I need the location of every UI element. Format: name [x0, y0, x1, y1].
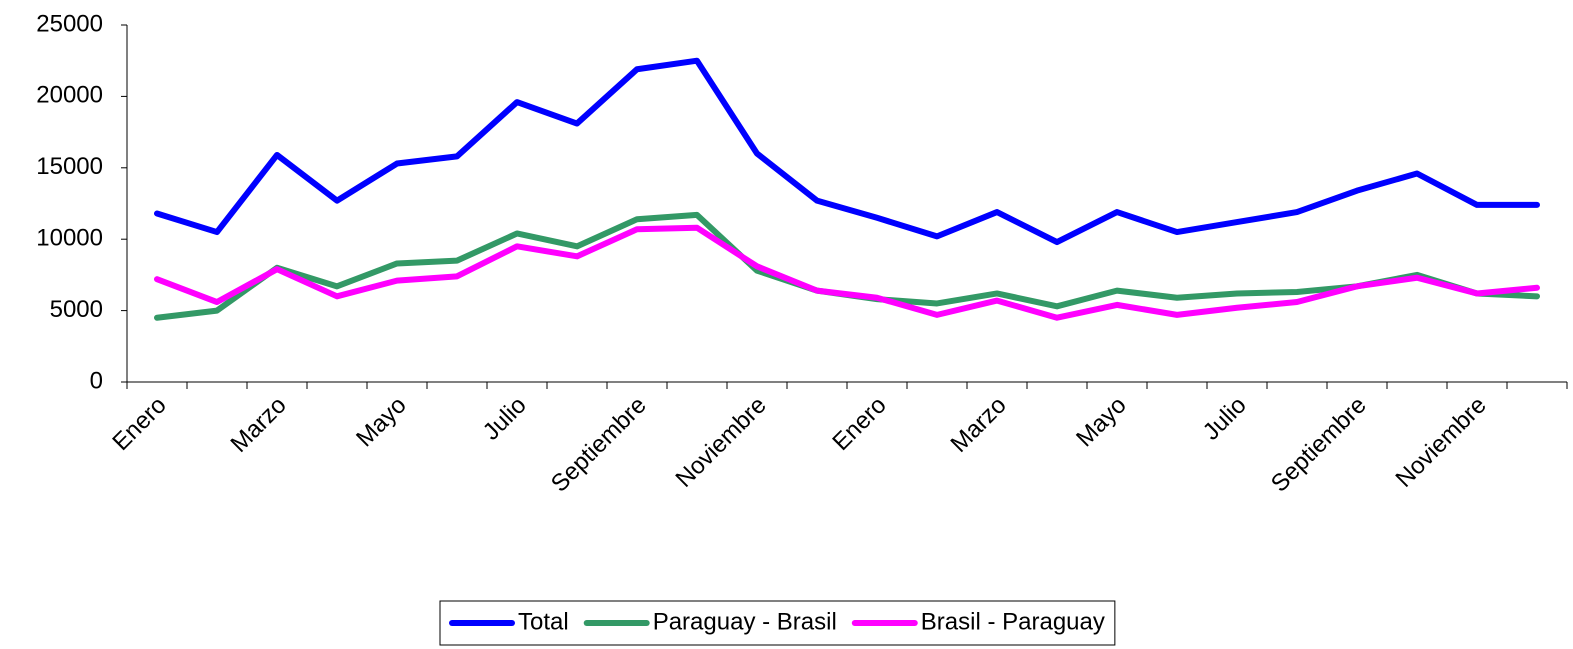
legend-label: Brasil - Paraguay: [921, 608, 1105, 635]
x-tick-label: Julio: [1198, 392, 1252, 446]
x-tick-label: Enero: [827, 392, 891, 456]
x-tick-label: Mayo: [1071, 392, 1132, 453]
x-tick-label: Septiembre: [1266, 392, 1372, 498]
legend-label: Total: [518, 608, 569, 635]
x-tick-label: Noviembre: [1391, 392, 1492, 493]
x-tick-label: Noviembre: [671, 392, 772, 493]
legend: Total Paraguay - Brasil Brasil - Paraguay: [439, 600, 1116, 646]
series-line: [154, 211, 1540, 321]
legend-box: [439, 600, 1116, 646]
legend-label: Paraguay - Brasil: [653, 608, 837, 635]
y-tick-label: 25000: [36, 10, 103, 37]
x-tick-label: Septiembre: [546, 392, 652, 498]
x-tick-label: Marzo: [945, 392, 1011, 458]
y-tick-label: 10000: [36, 225, 103, 252]
y-tick-label: 15000: [36, 153, 103, 180]
x-tick-label: Julio: [478, 392, 532, 446]
y-tick-label: 20000: [36, 82, 103, 109]
series-line: [154, 224, 1540, 321]
x-tick-label: Enero: [107, 392, 171, 456]
x-tick-label: Mayo: [351, 392, 412, 453]
y-tick-label: 5000: [50, 296, 103, 323]
y-tick-label: 0: [90, 367, 103, 394]
x-tick-label: Marzo: [225, 392, 291, 458]
series-line: [154, 57, 1540, 246]
